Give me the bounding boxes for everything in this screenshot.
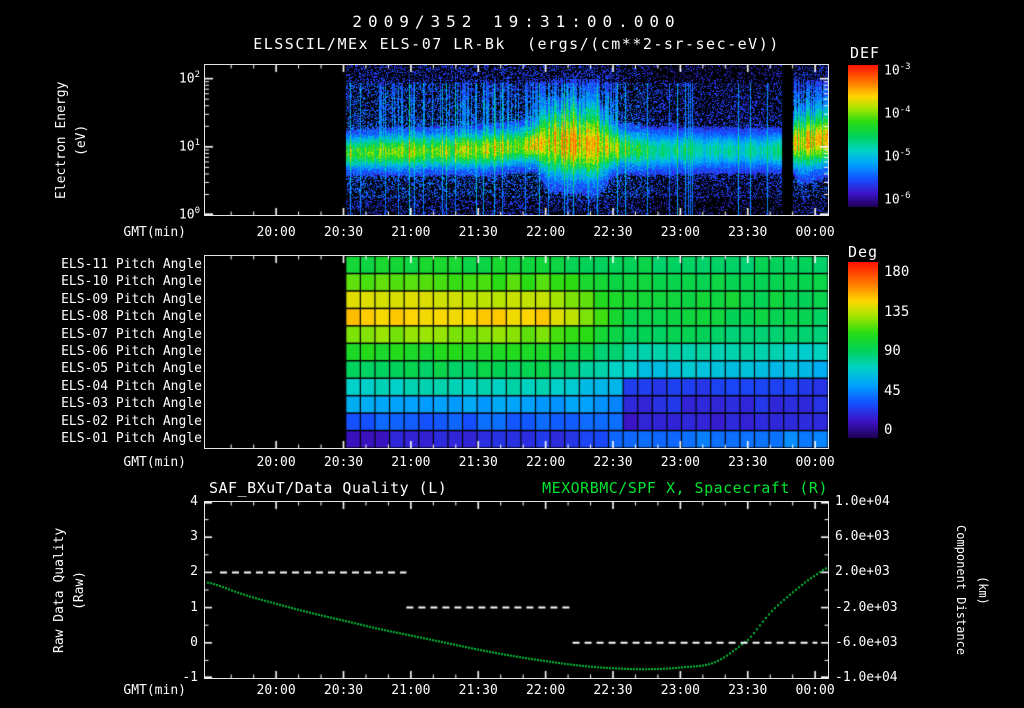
distance-series-title: MEXORBMC/SPF X, Spacecraft (R) — [542, 479, 828, 497]
pitch-row-label: ELS-05 Pitch Angle — [61, 361, 202, 377]
pitch-row-label: ELS-07 Pitch Angle — [61, 326, 202, 342]
x-tick-label: 21:30 — [458, 455, 498, 470]
x-tick-label: 00:00 — [795, 683, 835, 698]
deg-colorbar-tick: 0 — [884, 422, 893, 438]
def-colorbar-tick: 10-6 — [884, 191, 911, 208]
x-tick-label: 23:00 — [660, 683, 700, 698]
x-tick-label: 22:30 — [593, 455, 633, 470]
def-colorbar-tick: 10-4 — [884, 105, 911, 122]
gmt-axis-label-3: GMT(min) — [123, 683, 186, 698]
pitch-row-label: ELS-01 Pitch Angle — [61, 431, 202, 447]
x-tick-label: 21:00 — [391, 225, 431, 240]
def-colorbar-tick: 10-3 — [884, 62, 911, 79]
x-tick-label: 21:30 — [458, 225, 498, 240]
deg-colorbar-tick: 180 — [884, 264, 910, 280]
deg-colorbar-tick: 45 — [884, 382, 901, 399]
quality-axis-tick: 2 — [190, 564, 198, 580]
x-tick-label: 21:00 — [391, 455, 431, 470]
quality-distance-canvas — [205, 502, 828, 678]
energy-axis-tick: 101 — [178, 137, 200, 155]
deg-colorbar-title: Deg — [848, 243, 879, 261]
panel1-y-axis-units: (eV) — [74, 124, 89, 156]
distance-axis-tick: 6.0e+03 — [835, 529, 890, 545]
x-tick-label: 20:00 — [256, 683, 296, 698]
x-tick-label: 20:30 — [323, 455, 364, 470]
pitch-row-label: ELS-06 Pitch Angle — [61, 344, 202, 359]
x-tick-label: 20:30 — [323, 225, 364, 240]
pitch-row-label: ELS-04 Pitch Angle — [61, 378, 202, 394]
x-tick-label: 00:00 — [795, 455, 835, 470]
pitch-row-label: ELS-03 Pitch Angle — [61, 396, 202, 412]
electron-energy-spectrogram-panel — [204, 64, 829, 216]
distance-axis-tick: -6.0e+03 — [835, 634, 898, 650]
spectrogram-canvas — [205, 65, 828, 215]
timestamp-title: 2009/352 19:31:00.000 — [352, 12, 681, 31]
gmt-axis-label-1: GMT(min) — [123, 225, 186, 240]
quality-axis-tick: 0 — [190, 634, 198, 650]
x-tick-label: 21:00 — [391, 683, 431, 698]
x-tick-label: 20:00 — [256, 455, 296, 470]
x-tick-label: 22:00 — [526, 455, 566, 470]
gmt-axis-label-2: GMT(min) — [123, 455, 186, 470]
x-tick-label: 21:30 — [458, 683, 498, 698]
distance-axis-tick: -1.0e+04 — [835, 670, 898, 685]
quality-axis-tick: 3 — [190, 529, 198, 545]
pitch-angle-panel — [204, 255, 829, 449]
x-tick-label: 22:30 — [593, 683, 633, 698]
panel3-left-axis-units: (Raw) — [72, 570, 87, 610]
deg-colorbar — [848, 262, 878, 438]
distance-axis-tick: 2.0e+03 — [835, 564, 890, 580]
panel1-y-axis-label: Electron Energy — [54, 81, 69, 199]
quality-axis-tick: -1 — [182, 670, 198, 685]
x-tick-label: 22:00 — [526, 225, 566, 240]
plot-title: ELSSCIL/MEx ELS-07 LR-Bk (ergs/(cm**2-sr… — [253, 35, 780, 53]
pitch-angle-canvas — [205, 256, 828, 448]
pitch-row-label: ELS-10 Pitch Angle — [61, 274, 202, 290]
x-tick-label: 23:00 — [660, 455, 700, 470]
def-colorbar-tick: 10-5 — [884, 148, 911, 165]
x-tick-label: 23:00 — [660, 225, 700, 240]
def-colorbar-title: DEF — [850, 44, 881, 62]
x-tick-label: 22:00 — [526, 683, 566, 698]
quality-axis-tick: 1 — [190, 599, 198, 615]
distance-axis-tick: -2.0e+03 — [835, 599, 898, 615]
pitch-row-label: ELS-11 Pitch Angle — [61, 256, 202, 272]
panel3-right-axis-label: Component Distance — [954, 524, 968, 656]
x-tick-label: 23:30 — [728, 455, 768, 470]
def-colorbar — [848, 65, 878, 207]
x-tick-label: 20:00 — [256, 225, 296, 240]
x-tick-label: 20:30 — [323, 683, 364, 698]
quality-axis-tick: 4 — [190, 494, 198, 509]
distance-axis-tick: 1.0e+04 — [835, 494, 890, 509]
pitch-row-label: ELS-08 Pitch Angle — [61, 309, 202, 325]
x-tick-label: 23:30 — [728, 225, 768, 240]
deg-colorbar-tick: 90 — [884, 343, 901, 359]
quality-distance-panel — [204, 501, 829, 679]
energy-axis-tick: 102 — [178, 69, 200, 86]
pitch-row-label: ELS-02 Pitch Angle — [61, 413, 202, 429]
x-tick-label: 00:00 — [795, 225, 835, 240]
panel3-right-axis-units: (km) — [976, 575, 990, 605]
energy-axis-tick: 100 — [178, 206, 200, 223]
x-tick-label: 22:30 — [593, 225, 633, 240]
panel3-left-axis-label: Raw Data Quality — [52, 527, 67, 653]
x-tick-label: 23:30 — [728, 683, 768, 698]
deg-colorbar-tick: 135 — [884, 303, 910, 320]
quality-series-title: SAF_BXuT/Data Quality (L) — [209, 479, 448, 497]
pitch-row-label: ELS-09 Pitch Angle — [61, 291, 202, 307]
